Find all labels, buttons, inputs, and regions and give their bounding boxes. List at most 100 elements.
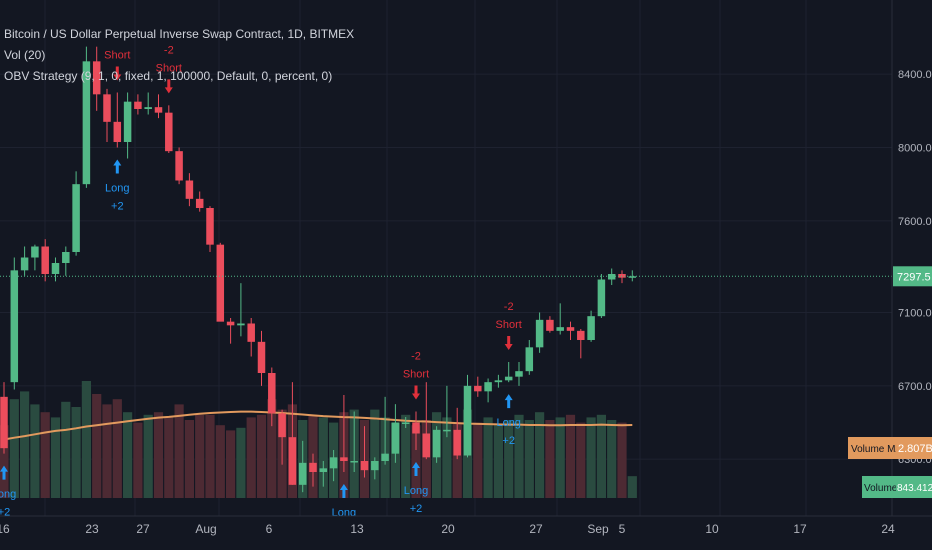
time-tick-label: 16 — [0, 522, 10, 536]
candle[interactable] — [556, 327, 564, 331]
candle[interactable] — [319, 468, 328, 472]
candle[interactable] — [62, 252, 70, 263]
short-signal-label: Short — [403, 369, 429, 381]
candle[interactable] — [185, 180, 194, 199]
candle[interactable] — [195, 198, 204, 208]
volume-ma-value: 2.807B — [898, 443, 932, 455]
volume-bar — [442, 417, 452, 498]
candle[interactable] — [165, 112, 173, 152]
candle[interactable] — [463, 385, 472, 456]
volume-bar — [256, 414, 267, 498]
volume-bar — [81, 381, 91, 498]
candle[interactable] — [360, 461, 369, 471]
volume-bar — [607, 420, 617, 498]
candle[interactable] — [587, 316, 595, 340]
time-tick-label: Sep — [587, 522, 609, 536]
volume-bar — [545, 420, 555, 498]
candle[interactable] — [247, 323, 255, 342]
candle[interactable] — [298, 462, 307, 485]
candle[interactable] — [92, 61, 101, 95]
candle[interactable] — [41, 246, 49, 275]
candle[interactable] — [113, 121, 122, 142]
time-tick-label: 27 — [529, 522, 543, 536]
candle[interactable] — [607, 274, 616, 280]
candle[interactable] — [144, 107, 152, 109]
candle[interactable] — [309, 462, 317, 472]
long-signal-label: Long — [0, 489, 16, 501]
candle[interactable] — [577, 330, 585, 340]
candle[interactable] — [226, 321, 235, 326]
volume-bar — [246, 417, 256, 498]
candle[interactable] — [20, 257, 29, 271]
candle[interactable] — [412, 422, 420, 434]
volume-bar — [133, 422, 143, 498]
candle[interactable] — [237, 323, 245, 326]
candle[interactable] — [453, 429, 461, 456]
candle[interactable] — [628, 276, 637, 278]
volume-bar — [195, 414, 205, 498]
candle[interactable] — [381, 453, 389, 461]
time-tick-label: 13 — [350, 522, 364, 536]
volume-ma-name: Volume MA — [851, 444, 902, 455]
candle[interactable] — [391, 422, 400, 454]
candle[interactable] — [216, 244, 225, 322]
symbol-title[interactable]: Bitcoin / US Dollar Perpetual Inverse Sw… — [4, 27, 355, 41]
candle[interactable] — [72, 184, 80, 252]
candle[interactable] — [103, 94, 111, 122]
candle[interactable] — [329, 457, 338, 469]
volume-bar — [92, 394, 102, 498]
long-signal-label: Long — [404, 485, 428, 497]
candle[interactable] — [525, 347, 534, 372]
volume-bar — [596, 414, 606, 498]
time-axis-panel[interactable] — [0, 516, 932, 550]
candle[interactable] — [82, 61, 91, 185]
candle[interactable] — [206, 208, 214, 245]
candle[interactable] — [474, 385, 482, 392]
volume-value-badge — [896, 476, 932, 498]
candle[interactable] — [268, 373, 276, 414]
candle[interactable] — [0, 396, 8, 449]
candle[interactable] — [546, 319, 554, 331]
candle[interactable] — [515, 371, 523, 377]
volume-ma-value-badge — [896, 437, 932, 459]
candle[interactable] — [484, 382, 492, 392]
volume-indicator-title[interactable]: Vol (20) — [4, 48, 46, 62]
candle[interactable] — [535, 319, 544, 348]
candle[interactable] — [154, 107, 163, 113]
long-signal-qty: +2 — [0, 507, 10, 519]
candle[interactable] — [443, 429, 451, 432]
candle[interactable] — [504, 376, 513, 381]
candle[interactable] — [340, 457, 348, 461]
candle[interactable] — [134, 101, 142, 109]
volume-bar — [555, 417, 565, 498]
candle[interactable] — [175, 151, 183, 181]
volume-bar — [483, 417, 493, 498]
volume-bar — [164, 417, 174, 498]
candle[interactable] — [278, 413, 286, 438]
candle[interactable] — [257, 341, 266, 373]
long-signal-qty: +2 — [502, 435, 515, 447]
candle[interactable] — [422, 433, 431, 458]
candle[interactable] — [371, 461, 379, 471]
candle[interactable] — [566, 327, 575, 331]
candle[interactable] — [123, 101, 132, 142]
short-arrow-icon — [164, 79, 173, 94]
volume-bar — [153, 412, 164, 498]
candle[interactable] — [10, 270, 19, 383]
strategy-indicator-title[interactable]: OBV Strategy (9, 1, 0, fixed, 1, 100000,… — [4, 69, 333, 83]
candle[interactable] — [350, 461, 358, 463]
time-tick-label: 24 — [881, 522, 895, 536]
candle[interactable] — [401, 422, 410, 425]
candle[interactable] — [432, 429, 441, 458]
short-signal-label: Short — [156, 62, 182, 74]
time-tick-label: 10 — [705, 522, 719, 536]
candle[interactable] — [31, 246, 39, 258]
candle[interactable] — [494, 380, 503, 383]
short-signal-qty: -2 — [504, 301, 514, 313]
candle[interactable] — [288, 437, 297, 485]
candle[interactable] — [597, 279, 606, 317]
volume-bar — [215, 425, 225, 498]
candle[interactable] — [51, 263, 60, 274]
